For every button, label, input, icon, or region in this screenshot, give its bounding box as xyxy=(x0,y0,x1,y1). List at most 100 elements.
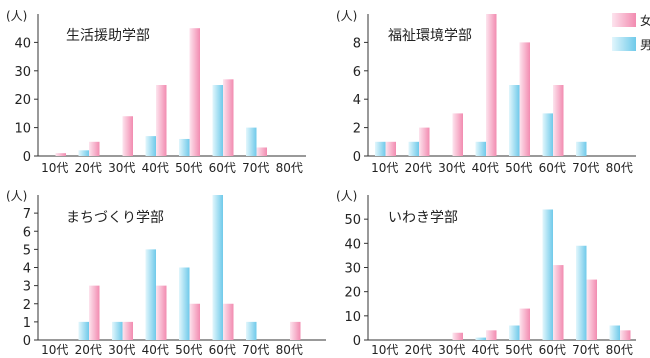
y-tick-label: 0 xyxy=(353,150,361,165)
bar-female xyxy=(223,303,234,340)
x-tick-label: 10代 xyxy=(371,161,398,175)
bar-male xyxy=(408,141,419,156)
x-tick-label: 70代 xyxy=(242,161,269,175)
x-tick-label: 70代 xyxy=(572,161,599,175)
bar-female xyxy=(553,265,564,340)
bar-female xyxy=(156,285,167,340)
x-tick-label: 60代 xyxy=(209,343,236,357)
x-tick-label: 80代 xyxy=(606,161,633,175)
y-tick-label: 40 xyxy=(14,36,31,51)
bar-male xyxy=(179,267,190,340)
bar-male xyxy=(246,321,257,340)
bar-female xyxy=(385,141,396,156)
x-tick-label: 10代 xyxy=(41,161,68,175)
bar-male xyxy=(246,127,257,156)
x-tick-label: 30代 xyxy=(108,161,135,175)
x-tick-label: 50代 xyxy=(175,161,202,175)
x-tick-label: 40代 xyxy=(142,343,169,357)
bar-female xyxy=(553,85,564,156)
chart-panel: (人) 生活援助学部 0 10 20 30 40 10代 20代 30代 40代 50代 60代 70代 8… xyxy=(6,9,306,175)
bar-female xyxy=(189,28,200,157)
chart-title: いわき学部 xyxy=(388,210,458,226)
y-tick-label: 20 xyxy=(344,286,361,301)
bar-male xyxy=(509,85,520,156)
bar-female xyxy=(122,116,133,156)
bar-male xyxy=(509,325,520,340)
x-tick-label: 60代 xyxy=(539,343,566,357)
x-tick-label: 50代 xyxy=(505,161,532,175)
x-tick-label: 40代 xyxy=(472,161,499,175)
bar-male xyxy=(145,249,156,340)
chart-title: 生活援助学部 xyxy=(66,28,150,44)
y-tick-label: 4 xyxy=(353,93,361,108)
x-tick-label: 70代 xyxy=(572,343,599,357)
bar-female xyxy=(223,79,234,156)
x-tick-label: 20代 xyxy=(405,161,432,175)
x-tick-label: 40代 xyxy=(142,161,169,175)
x-tick-label: 40代 xyxy=(472,343,499,357)
y-tick-label: 40 xyxy=(344,237,361,252)
x-tick-label: 20代 xyxy=(405,343,432,357)
y-tick-label: 2 xyxy=(353,122,361,137)
bar-female xyxy=(486,14,497,156)
bar-male xyxy=(576,245,587,340)
x-tick-label: 60代 xyxy=(539,161,566,175)
chart-panel: (人) 福祉環境学部 0 2 4 6 8 10代 20代 30代 40代 50代 60代 70代 80代 xyxy=(336,9,636,175)
chart-title: 福祉環境学部 xyxy=(388,28,472,44)
legend-label-male: 男 xyxy=(640,38,650,52)
y-tick-label: 50 xyxy=(344,213,361,228)
x-tick-label: 80代 xyxy=(276,161,303,175)
bar-male xyxy=(375,141,386,156)
chart-title: まちづくり学部 xyxy=(66,210,164,226)
y-tick-label: 30 xyxy=(344,262,361,277)
y-tick-label: 2 xyxy=(23,298,31,313)
y-tick-label: 0 xyxy=(353,334,361,349)
bar-male xyxy=(212,85,223,156)
bar-male xyxy=(78,150,89,156)
y-tick-label: 3 xyxy=(23,280,31,295)
bar-female xyxy=(452,113,463,156)
x-tick-label: 50代 xyxy=(175,343,202,357)
y-tick-label: 10 xyxy=(14,122,31,137)
x-tick-label: 20代 xyxy=(75,343,102,357)
bar-female xyxy=(620,330,631,340)
legend-swatch-female xyxy=(612,13,636,27)
bar-female xyxy=(419,127,430,156)
x-tick-label: 30代 xyxy=(108,343,135,357)
y-tick-label: 20 xyxy=(14,93,31,108)
y-tick-label: 1 xyxy=(23,316,31,331)
legend-label-female: 女 xyxy=(640,13,650,28)
bar-male xyxy=(475,337,486,340)
bar-female xyxy=(122,321,133,340)
y-tick-label: 10 xyxy=(344,310,361,325)
y-axis-unit: (人) xyxy=(6,9,27,23)
y-tick-label: 6 xyxy=(353,65,361,80)
bar-male xyxy=(179,138,190,156)
y-tick-label: 30 xyxy=(14,65,31,80)
x-tick-label: 20代 xyxy=(75,161,102,175)
bar-female xyxy=(452,332,463,340)
y-tick-label: 6 xyxy=(23,225,31,240)
bar-female xyxy=(586,279,597,340)
x-tick-label: 30代 xyxy=(438,343,465,357)
bar-male xyxy=(542,209,553,340)
x-tick-label: 80代 xyxy=(606,343,633,357)
y-tick-label: 0 xyxy=(23,334,31,349)
y-tick-label: 0 xyxy=(23,150,31,165)
chart-panel: (人) いわき学部 0 10 20 30 40 50 10代 20代 30代 40代 50代 60代 70代… xyxy=(336,189,636,357)
x-tick-label: 80代 xyxy=(276,343,303,357)
y-axis-unit: (人) xyxy=(336,9,357,23)
bar-female xyxy=(519,308,530,340)
y-tick-label: 7 xyxy=(23,207,31,222)
x-tick-label: 10代 xyxy=(371,343,398,357)
bar-female xyxy=(519,42,530,156)
bar-male xyxy=(475,141,486,156)
bar-male xyxy=(78,321,89,340)
y-axis-unit: (人) xyxy=(336,189,357,203)
legend-swatch-male xyxy=(612,37,636,51)
chart-panel: (人) まちづくり学部 0 1 2 3 4 5 6 7 10代 20代 30代 40代 50代 60代 70代 8… xyxy=(6,189,326,357)
bar-male xyxy=(212,195,223,340)
y-axis-unit: (人) xyxy=(6,189,27,203)
bar-female xyxy=(89,285,100,340)
